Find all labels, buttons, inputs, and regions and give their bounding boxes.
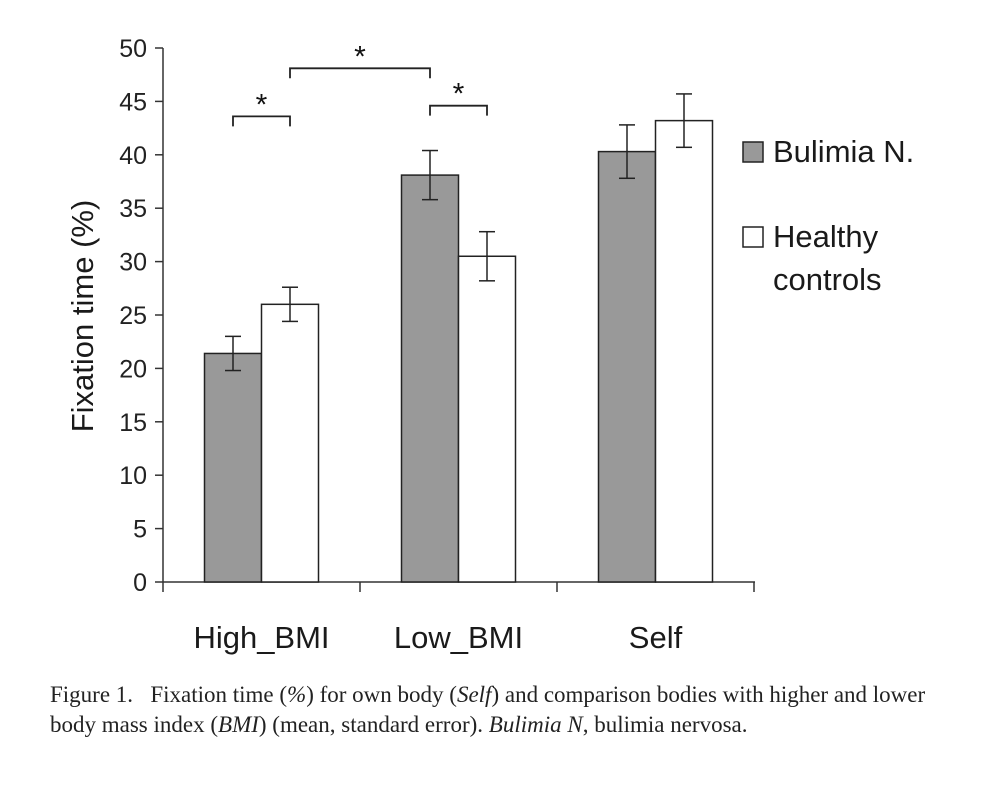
- significance-marker: *: [354, 40, 366, 73]
- legend-swatch-healthy: [742, 226, 764, 248]
- y-tick-label: 35: [119, 195, 147, 223]
- significance-brackets: * * *: [232, 40, 488, 127]
- error-bars: [225, 93, 692, 372]
- significance-marker: *: [256, 88, 268, 121]
- caption-text: ) (mean, standard error).: [258, 712, 489, 737]
- caption-italic: Bulimia N: [488, 712, 583, 737]
- x-tick-label: High_BMI: [193, 620, 329, 655]
- y-tick-label: 0: [133, 569, 147, 597]
- significance-bracket: [232, 115, 291, 127]
- y-tick-label: 15: [119, 409, 147, 437]
- x-tick-label: Self: [629, 620, 683, 655]
- legend-label-healthy-line2: controls: [773, 262, 882, 297]
- y-axis: 0 5 10 15 20 25 30 35 40 45 50: [119, 35, 164, 597]
- x-tick-label: Low_BMI: [394, 620, 523, 655]
- y-tick-label: 30: [119, 249, 147, 277]
- legend: Bulimia N. Healthy controls: [742, 134, 914, 297]
- bar-chart: 0 5 10 15 20 25 30 35 40 45 50 High_BMI Low_BMI Self…: [65, 35, 914, 655]
- y-tick-label: 40: [119, 142, 147, 170]
- caption-italic: BMI: [218, 712, 259, 737]
- bar: [457, 255, 517, 583]
- caption-text: , bulimia nervosa.: [582, 712, 748, 737]
- bar: [400, 174, 460, 583]
- y-tick-label: 10: [119, 462, 147, 490]
- legend-swatch-bulimia: [742, 141, 764, 163]
- bar: [597, 150, 657, 583]
- y-tick-label: 25: [119, 302, 147, 330]
- caption-italic: %: [287, 682, 307, 707]
- y-axis-title: Fixation time (%): [65, 200, 100, 433]
- caption-label: Figure 1.: [50, 682, 134, 707]
- caption-text: ) and comparison bodies with higher and …: [50, 682, 926, 737]
- bar: [654, 119, 714, 583]
- y-tick-label: 50: [119, 35, 147, 63]
- figure-caption: Figure 1. Fixation time (%) for own body…: [50, 680, 970, 740]
- bar: [203, 352, 263, 583]
- significance-marker: *: [453, 78, 465, 111]
- y-tick-label: 20: [119, 355, 147, 383]
- significance-bracket: [429, 104, 488, 116]
- significance-bracket: [289, 67, 431, 79]
- legend-label-bulimia: Bulimia N.: [773, 134, 914, 169]
- bar: [260, 303, 320, 583]
- y-tick-label: 45: [119, 88, 147, 116]
- caption-text: ) for own body (: [306, 682, 457, 707]
- x-axis: High_BMI Low_BMI Self: [162, 581, 755, 655]
- caption-italic: Self: [456, 682, 492, 707]
- bars: [203, 119, 714, 583]
- caption-text: Fixation time (: [150, 682, 288, 707]
- legend-label-healthy-line1: Healthy: [773, 219, 879, 254]
- y-tick-label: 5: [133, 516, 147, 544]
